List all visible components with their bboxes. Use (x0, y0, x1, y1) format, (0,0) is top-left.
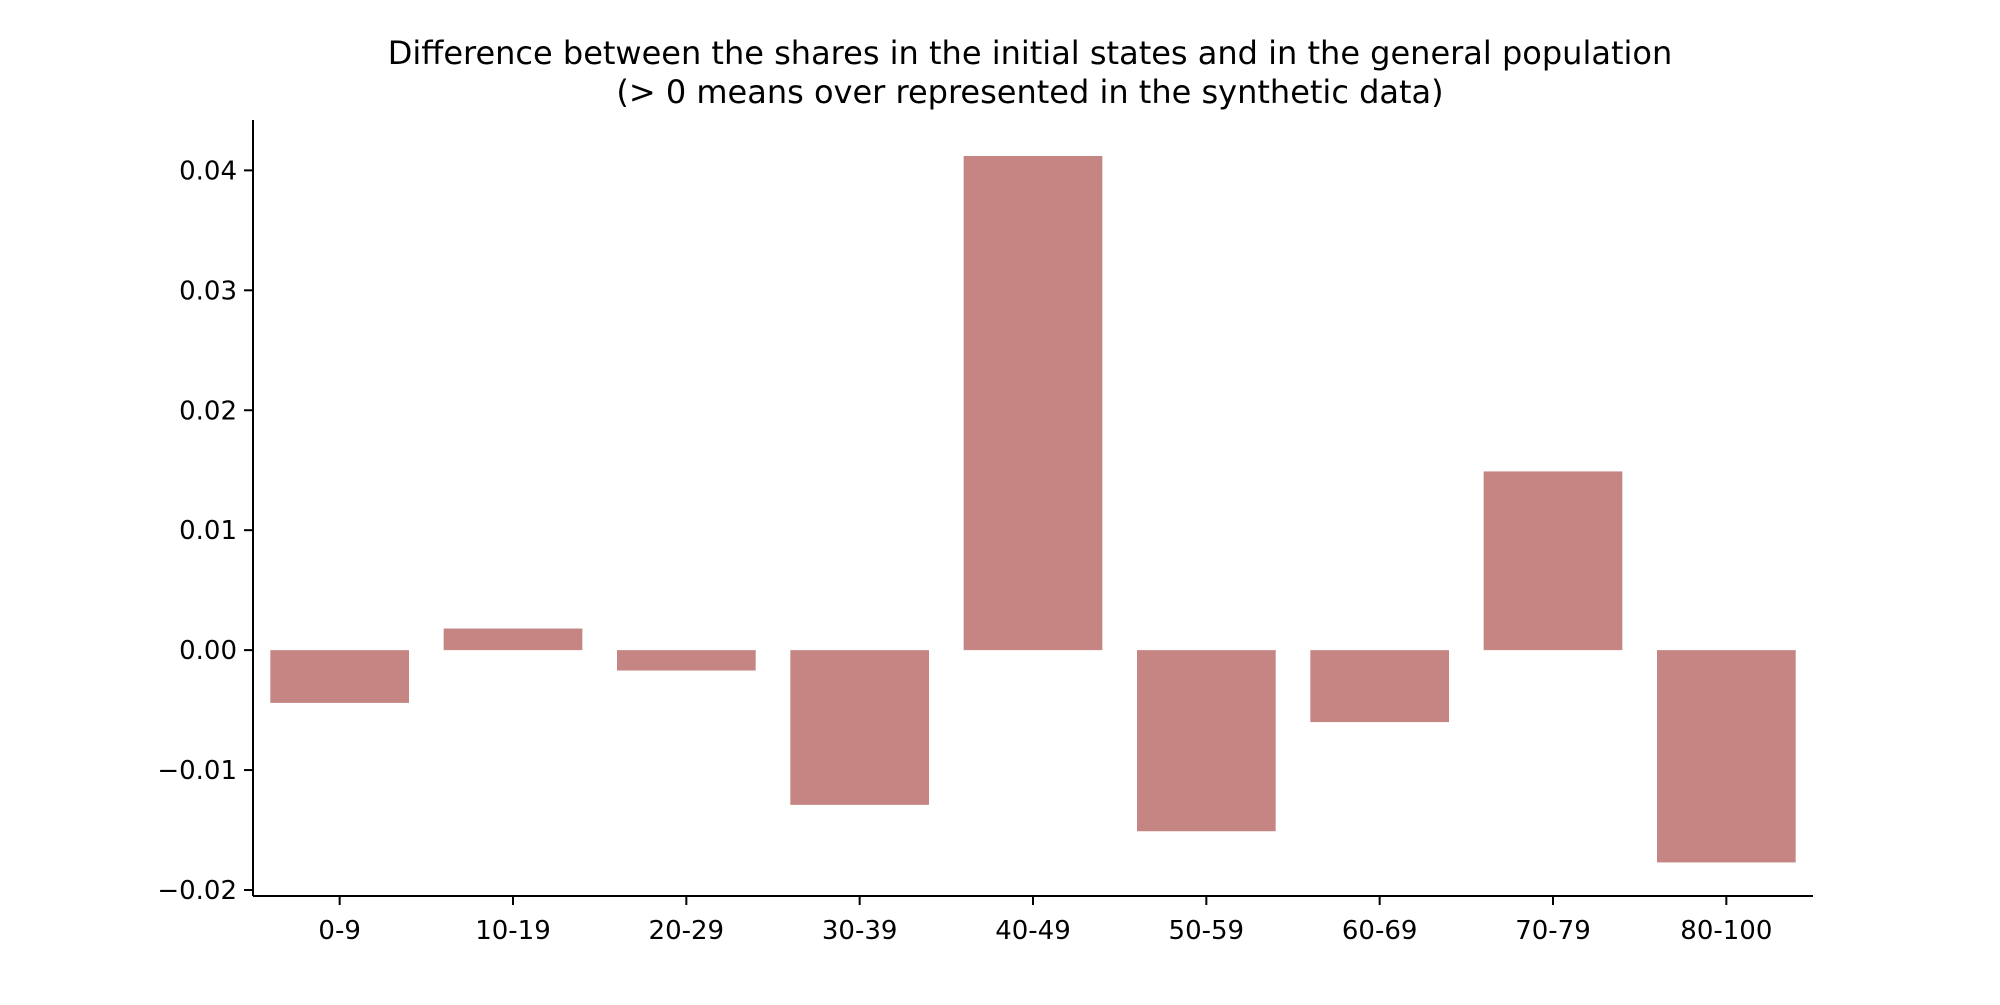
bar-0-9 (270, 650, 409, 703)
x-tick-label: 70-79 (1515, 916, 1591, 946)
bar-80-100 (1657, 650, 1796, 863)
bar-70-79 (1483, 471, 1623, 651)
bars-layer (270, 155, 1796, 863)
y-tick-label: 0.00 (179, 636, 237, 666)
bar-20-29 (617, 650, 756, 671)
bar-40-49 (963, 155, 1103, 651)
bar-60-69 (1310, 650, 1449, 723)
y-tick-label: −0.02 (157, 876, 237, 906)
x-tick-label: 0-9 (318, 916, 360, 946)
x-tick-label: 50-59 (1169, 916, 1245, 946)
x-tick-label: 60-69 (1342, 916, 1418, 946)
x-tick-label: 80-100 (1680, 916, 1772, 946)
x-tick-label: 20-29 (649, 916, 725, 946)
bar-30-39 (790, 650, 929, 805)
chart-subtitle: (> 0 means over represented in the synth… (616, 73, 1443, 111)
x-tick-label: 10-19 (475, 916, 551, 946)
x-tick-label: 40-49 (995, 916, 1071, 946)
y-tick-label: 0.03 (179, 276, 237, 306)
x-tick-label: 30-39 (822, 916, 898, 946)
y-tick-label: −0.01 (157, 756, 237, 786)
chart-title: Difference between the shares in the ini… (388, 34, 1673, 72)
y-tick-label: 0.01 (179, 516, 237, 546)
bar-50-59 (1137, 650, 1276, 832)
y-tick-label: 0.04 (179, 156, 237, 186)
axes-layer: −0.02 −0.01 0.00 0.01 0.02 0.03 0.04 0-9 10-19 20… (157, 120, 1813, 946)
bar-10-19 (443, 628, 583, 651)
y-tick-label: 0.02 (179, 396, 237, 426)
